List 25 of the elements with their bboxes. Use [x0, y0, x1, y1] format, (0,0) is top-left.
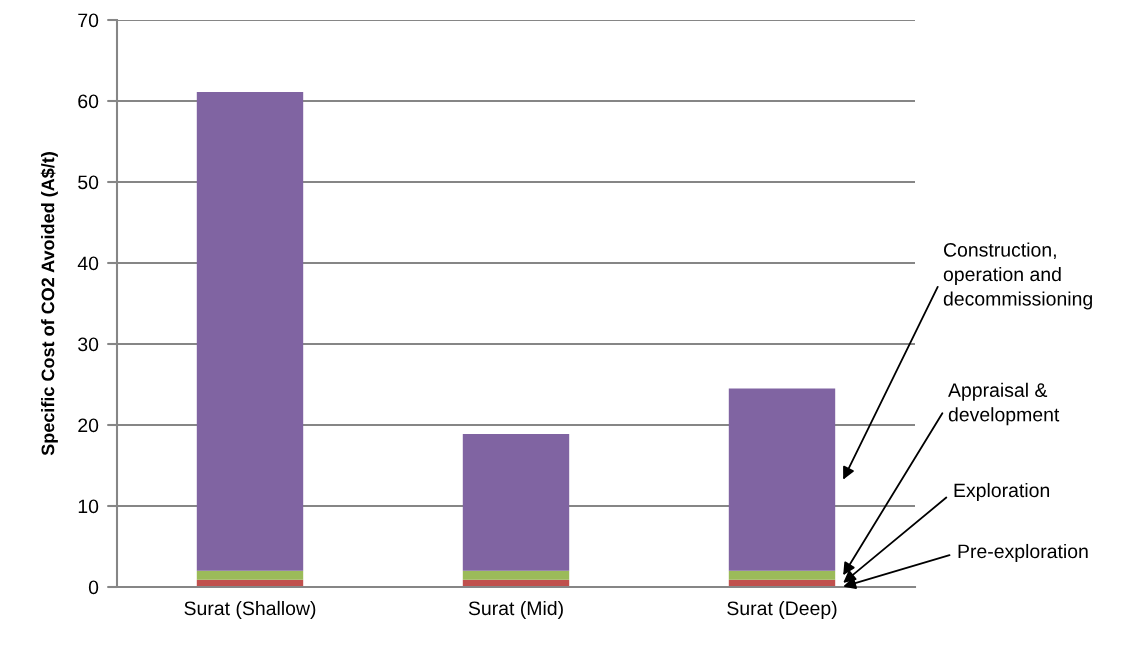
text: Exploration — [954, 482, 1050, 502]
y-tick-label: 30 — [78, 337, 99, 352]
bar — [462, 433, 570, 571]
bar — [462, 570, 570, 580]
text: Appraisal & development — [948, 382, 1060, 426]
bar — [196, 579, 304, 587]
x-tick-label: Surat (Deep) — [727, 600, 837, 620]
y-tick-label: 50 — [78, 175, 99, 190]
y-tick-label: 70 — [78, 13, 99, 28]
x-tick-label: Surat (Mid) — [468, 600, 563, 620]
bar — [196, 92, 304, 571]
bar — [728, 570, 836, 580]
y-tick-label: 60 — [78, 94, 99, 109]
bar — [728, 579, 836, 587]
bar — [462, 579, 570, 587]
text: Pre-exploration — [958, 543, 1088, 563]
y-tick-label: 0 — [88, 580, 99, 595]
y-tick-label: 10 — [78, 499, 99, 514]
y-tick-label: 20 — [78, 418, 99, 433]
text: Construction, operation and decommissioning — [943, 242, 1092, 310]
x-tick-label: Surat (Shallow) — [184, 600, 316, 620]
bar — [728, 388, 836, 571]
y-axis-title: Specific Cost of CO2 Avoided (A$/t) — [40, 152, 58, 456]
y-tick-label: 40 — [77, 256, 99, 271]
bar — [196, 570, 304, 580]
